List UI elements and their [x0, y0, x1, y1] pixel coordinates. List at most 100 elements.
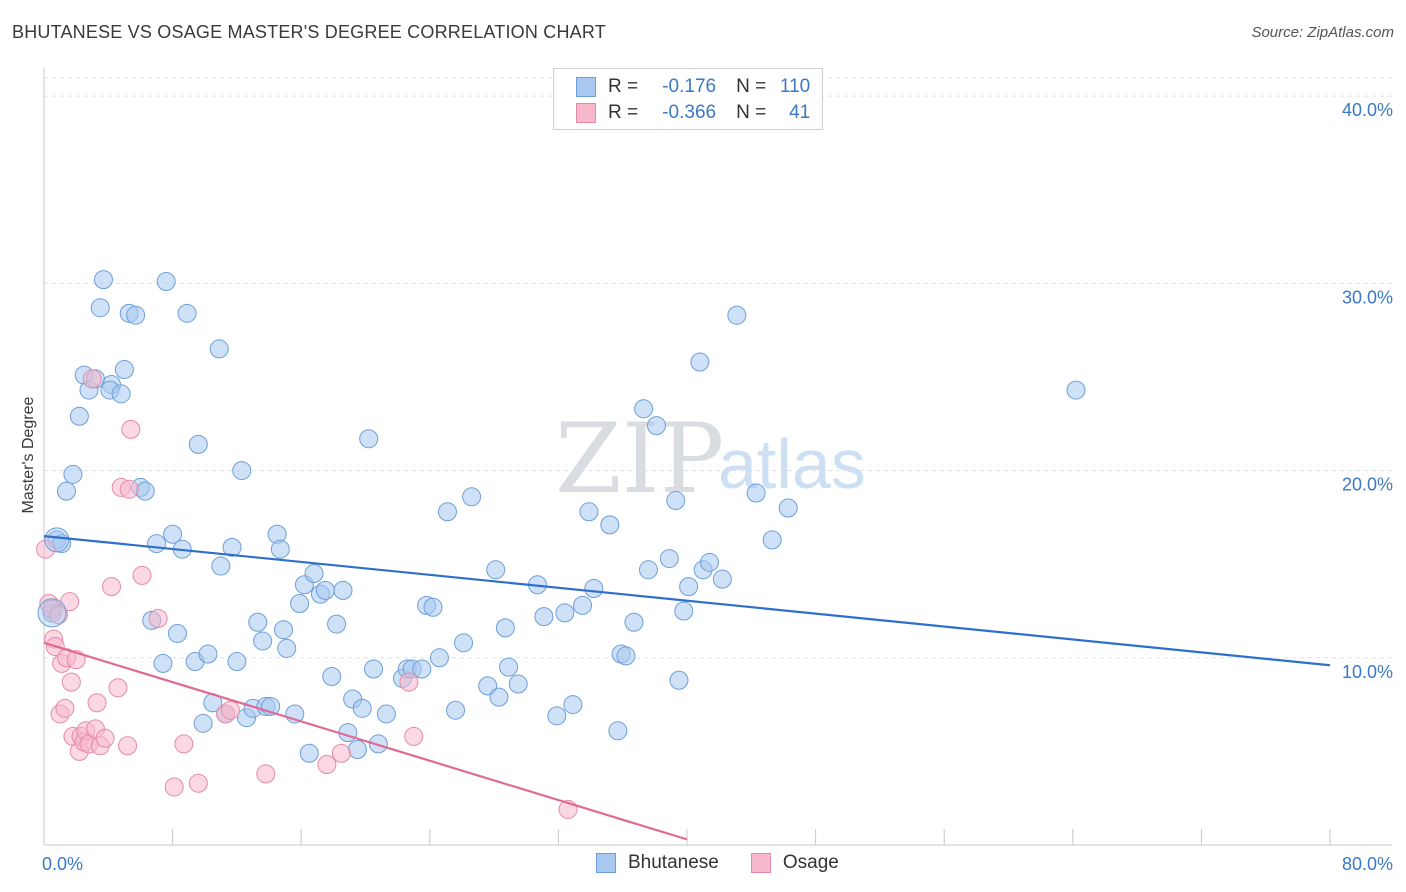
data-point-bhutanese: [634, 399, 654, 419]
data-point-bhutanese: [193, 713, 213, 733]
data-point-bhutanese: [608, 721, 628, 741]
data-point-bhutanese: [299, 743, 319, 763]
data-point-osage: [48, 605, 68, 625]
data-point-bhutanese: [478, 676, 498, 696]
data-point-bhutanese: [163, 524, 183, 544]
data-point-bhutanese: [437, 502, 457, 522]
data-point-bhutanese: [659, 549, 679, 569]
data-point-bhutanese: [646, 416, 666, 436]
data-point-bhutanese: [573, 595, 593, 615]
legend-item-bhutanese[interactable]: Bhutanese: [596, 852, 719, 874]
watermark-zip: ZIP: [555, 403, 724, 515]
data-point-osage: [220, 700, 240, 720]
data-point-bhutanese: [669, 670, 689, 690]
data-point-bhutanese: [90, 298, 110, 318]
data-point-bhutanese: [690, 352, 710, 372]
data-point-osage: [82, 369, 102, 389]
stats-r-label: R =: [608, 102, 639, 123]
watermark-atlas: atlas: [718, 425, 866, 503]
data-point-osage: [148, 608, 168, 628]
data-point-osage: [87, 693, 107, 713]
data-point-bhutanese: [584, 579, 604, 599]
data-point-bhutanese-cluster: [37, 598, 67, 628]
data-point-osage: [95, 728, 115, 748]
stats-r-value: -0.176: [662, 76, 717, 97]
data-point-bhutanese: [563, 695, 583, 715]
stats-box: R = -0.176 N = 110 R = -0.366 N = 41: [553, 68, 823, 130]
data-point-osage: [404, 726, 424, 746]
data-point-bhutanese: [508, 674, 528, 694]
data-point-bhutanese: [322, 667, 342, 687]
data-point-bhutanese: [412, 659, 432, 679]
data-point-bhutanese: [63, 464, 83, 484]
data-point-bhutanese: [222, 537, 242, 557]
data-point-bhutanese: [727, 305, 747, 325]
data-point-bhutanese: [227, 652, 247, 672]
data-point-bhutanese: [499, 657, 519, 677]
data-point-bhutanese: [762, 530, 782, 550]
data-point-bhutanese: [679, 577, 699, 597]
data-point-bhutanese: [248, 612, 268, 632]
data-point-osage: [188, 773, 208, 793]
stats-swatch-bhutanese: [576, 77, 596, 97]
legend-swatch-osage: [750, 853, 771, 873]
data-point-bhutanese: [534, 607, 554, 627]
data-point-bhutanese: [674, 601, 694, 621]
data-point-bhutanese: [712, 569, 732, 589]
tick-label-layer: 10.0% 20.0% 30.0% 40.0% 0.0% 80.0%: [42, 100, 1393, 874]
y-axis-label: Master's Degree: [20, 396, 37, 513]
data-point-osage: [61, 672, 81, 692]
y-tick-label: 10.0%: [1342, 662, 1393, 682]
trend-layer: [43, 535, 1331, 841]
y-tick-label: 30.0%: [1342, 287, 1393, 307]
stats-n-value: 41: [789, 102, 811, 123]
data-point-bhutanese: [600, 515, 620, 535]
data-point-bhutanese: [352, 698, 372, 718]
data-point-osage: [317, 755, 337, 774]
data-point-bhutanese: [616, 646, 636, 666]
data-point-bhutanese: [93, 270, 113, 290]
data-point-bhutanese: [462, 487, 482, 507]
data-point-bhutanese: [274, 620, 294, 640]
data-point-bhutanese: [126, 305, 146, 325]
data-point-bhutanese: [778, 498, 798, 518]
data-point-bhutanese: [156, 272, 176, 291]
stats-n-label: N =: [736, 76, 767, 97]
data-point-bhutanese: [111, 384, 131, 404]
chart-source: Source: ZipAtlas.com: [1251, 24, 1394, 41]
axis-layer: [43, 68, 1392, 846]
data-point-osage: [331, 743, 351, 763]
data-point-bhutanese: [700, 552, 720, 572]
stats-r-value: -0.366: [662, 102, 717, 123]
data-point-osage: [164, 777, 184, 797]
data-point-bhutanese: [114, 359, 134, 379]
data-point-bhutanese: [364, 659, 384, 679]
data-point-bhutanese: [746, 483, 766, 503]
data-point-bhutanese: [333, 580, 353, 600]
data-point-osage: [108, 678, 128, 698]
data-point-bhutanese: [446, 700, 466, 720]
data-point-bhutanese: [347, 740, 367, 760]
legend-item-osage[interactable]: Osage: [750, 852, 839, 874]
data-point-osage: [118, 736, 138, 756]
data-point-bhutanese: [69, 406, 89, 426]
data-point-bhutanese: [232, 461, 252, 481]
y-tick-label: 20.0%: [1342, 475, 1393, 495]
trend-line-bhutanese: [43, 535, 1331, 667]
data-point-bhutanese: [290, 594, 310, 613]
data-point-osage: [399, 672, 419, 692]
legend-label-osage: Osage: [782, 852, 839, 873]
stats-swatch-osage: [576, 103, 596, 123]
data-point-bhutanese: [153, 653, 173, 673]
data-point-bhutanese: [270, 539, 290, 559]
data-point-bhutanese: [211, 556, 231, 576]
data-point-bhutanese: [1066, 380, 1086, 400]
data-point-osage: [256, 764, 276, 784]
data-point-bhutanese: [359, 429, 379, 449]
data-point-bhutanese: [429, 648, 449, 668]
data-point-bhutanese: [135, 481, 155, 501]
data-point-osage: [102, 577, 122, 597]
data-point-bhutanese: [147, 534, 167, 554]
